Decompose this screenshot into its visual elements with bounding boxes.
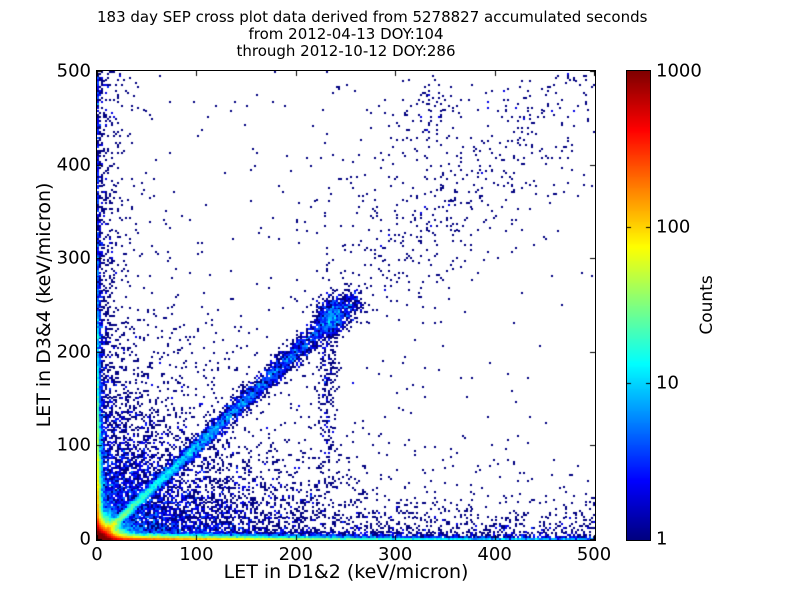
x-tick-label: 100	[179, 544, 214, 565]
y-tick-label: 0	[79, 528, 91, 550]
colorbar-tick-label: 10	[656, 372, 679, 394]
colorbar-gradient-canvas	[627, 71, 650, 540]
chart-title-line-2: from 2012-04-13 DOY:104	[248, 25, 444, 43]
y-axis-label: LET in D3&4 (keV/micron)	[33, 182, 55, 428]
y-tick-label: 200	[56, 341, 91, 363]
x-tick-label: 400	[477, 544, 512, 565]
x-tick-label: 500	[576, 544, 612, 565]
y-tick-label: 300	[56, 247, 91, 269]
colorbar-tick-label: 1	[656, 528, 668, 550]
chart-title-line-3: through 2012-10-12 DOY:286	[236, 42, 456, 60]
y-tick-label: 500	[56, 60, 91, 82]
x-tick-label: 300	[378, 544, 413, 565]
plot-area	[96, 70, 596, 541]
colorbar-label: Counts	[697, 275, 717, 335]
x-tick-label: 0	[91, 544, 103, 565]
chart-title-line-1: 183 day SEP cross plot data derived from…	[97, 8, 648, 26]
x-tick-label: 200	[278, 544, 313, 565]
colorbar-tick-label: 100	[656, 216, 691, 238]
colorbar	[626, 70, 651, 541]
y-tick-label: 100	[56, 434, 91, 456]
x-axis-label: LET in D1&2 (keV/micron)	[223, 561, 469, 583]
y-tick-label: 400	[56, 154, 91, 176]
colorbar-tick-label: 1000	[656, 60, 702, 82]
scatter-plot-canvas	[97, 71, 595, 540]
